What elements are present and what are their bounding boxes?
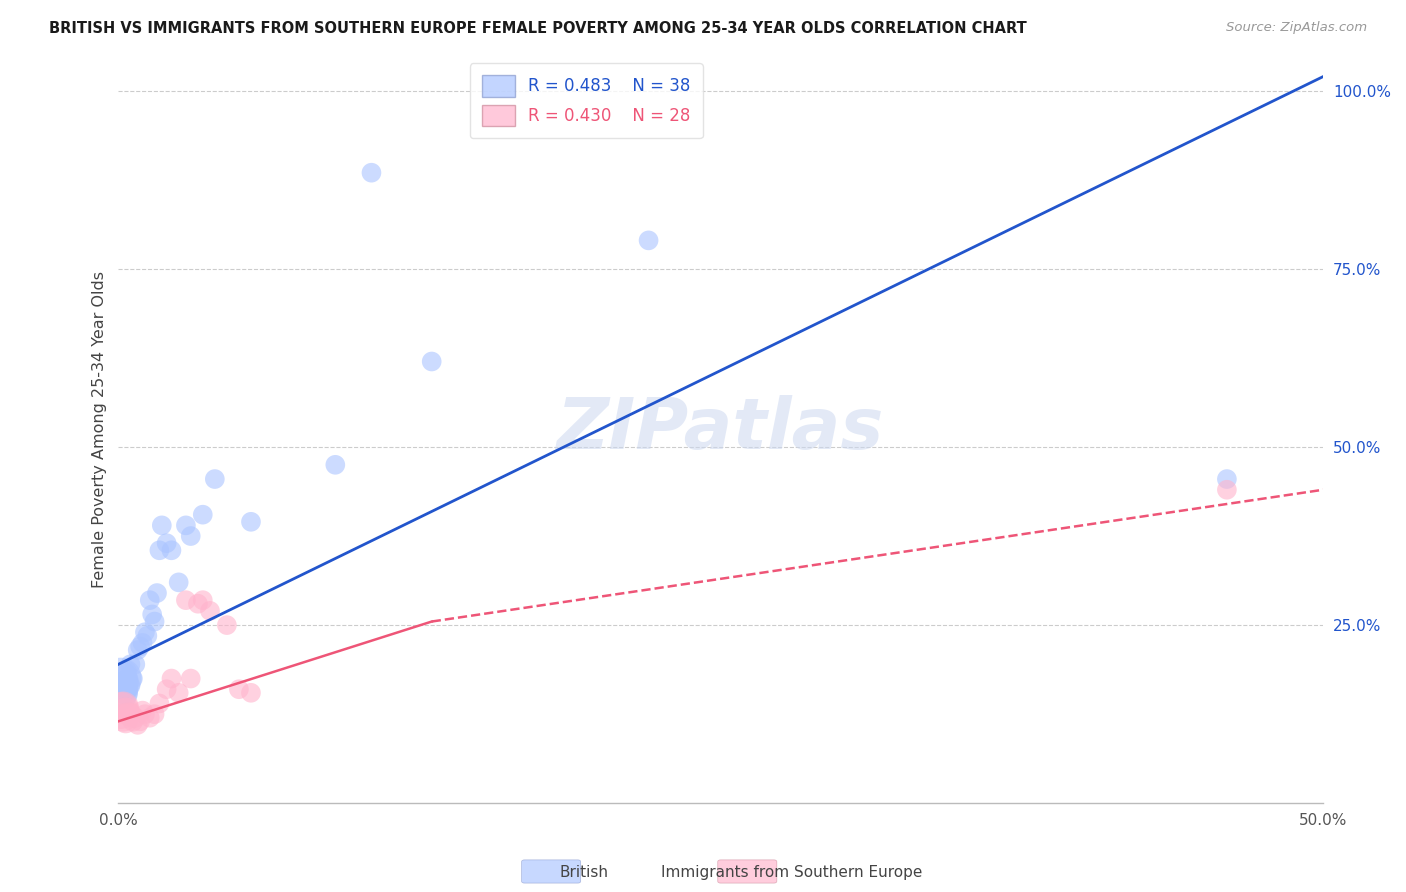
Point [120, 657, 142, 672]
Point [110, 704, 132, 718]
Point [143, 707, 166, 722]
Point [112, 668, 135, 682]
Point [204, 472, 226, 486]
Legend: R = 0.483    N = 38, R = 0.430    N = 28: R = 0.483 N = 38, R = 0.430 N = 28 [470, 63, 703, 138]
Point [112, 682, 135, 697]
Point [191, 593, 214, 607]
Point [141, 607, 163, 622]
Point [156, 682, 179, 697]
Point [420, 354, 443, 368]
Text: ZIPatlas: ZIPatlas [557, 394, 884, 464]
Point [129, 714, 152, 729]
Point [150, 518, 173, 533]
Point [112, 700, 135, 714]
Point [191, 508, 214, 522]
Point [124, 711, 146, 725]
Point [174, 518, 197, 533]
Point [167, 575, 190, 590]
Point [174, 593, 197, 607]
Point [240, 515, 263, 529]
Point [112, 711, 135, 725]
Text: BRITISH VS IMMIGRANTS FROM SOUTHERN EUROPE FEMALE POVERTY AMONG 25-34 YEAR OLDS : BRITISH VS IMMIGRANTS FROM SOUTHERN EURO… [49, 21, 1026, 37]
Point [122, 714, 145, 729]
Point [114, 675, 136, 690]
Point [131, 704, 153, 718]
Point [129, 640, 152, 654]
Point [122, 672, 145, 686]
Point [1216, 472, 1239, 486]
Point [139, 711, 162, 725]
Point [228, 682, 250, 697]
Point [1216, 483, 1239, 497]
Point [148, 543, 170, 558]
Point [240, 686, 263, 700]
Point [187, 597, 209, 611]
Text: Immigrants from Southern Europe: Immigrants from Southern Europe [661, 865, 922, 880]
Point [215, 618, 238, 632]
Point [167, 686, 190, 700]
Point [120, 679, 142, 693]
Point [323, 458, 346, 472]
Point [160, 672, 183, 686]
Point [198, 604, 221, 618]
Point [117, 672, 139, 686]
Point [143, 615, 166, 629]
Point [180, 672, 202, 686]
Point [146, 586, 169, 600]
Point [131, 636, 153, 650]
Y-axis label: Female Poverty Among 25-34 Year Olds: Female Poverty Among 25-34 Year Olds [93, 270, 107, 588]
Point [637, 233, 659, 247]
Point [110, 672, 132, 686]
Text: British: British [560, 865, 609, 880]
Point [114, 714, 136, 729]
Point [156, 536, 179, 550]
Point [127, 643, 149, 657]
Point [134, 625, 156, 640]
Point [120, 707, 142, 722]
Point [134, 707, 156, 722]
Point [114, 686, 136, 700]
Point [114, 704, 136, 718]
Point [110, 686, 132, 700]
Point [127, 718, 149, 732]
Text: Source: ZipAtlas.com: Source: ZipAtlas.com [1226, 21, 1367, 35]
Point [117, 682, 139, 697]
Point [160, 543, 183, 558]
Point [360, 166, 382, 180]
Point [148, 697, 170, 711]
Point [139, 593, 162, 607]
Point [112, 675, 135, 690]
Point [124, 657, 146, 672]
Point [117, 707, 139, 722]
Point [136, 629, 159, 643]
Point [114, 665, 136, 679]
Point [180, 529, 202, 543]
